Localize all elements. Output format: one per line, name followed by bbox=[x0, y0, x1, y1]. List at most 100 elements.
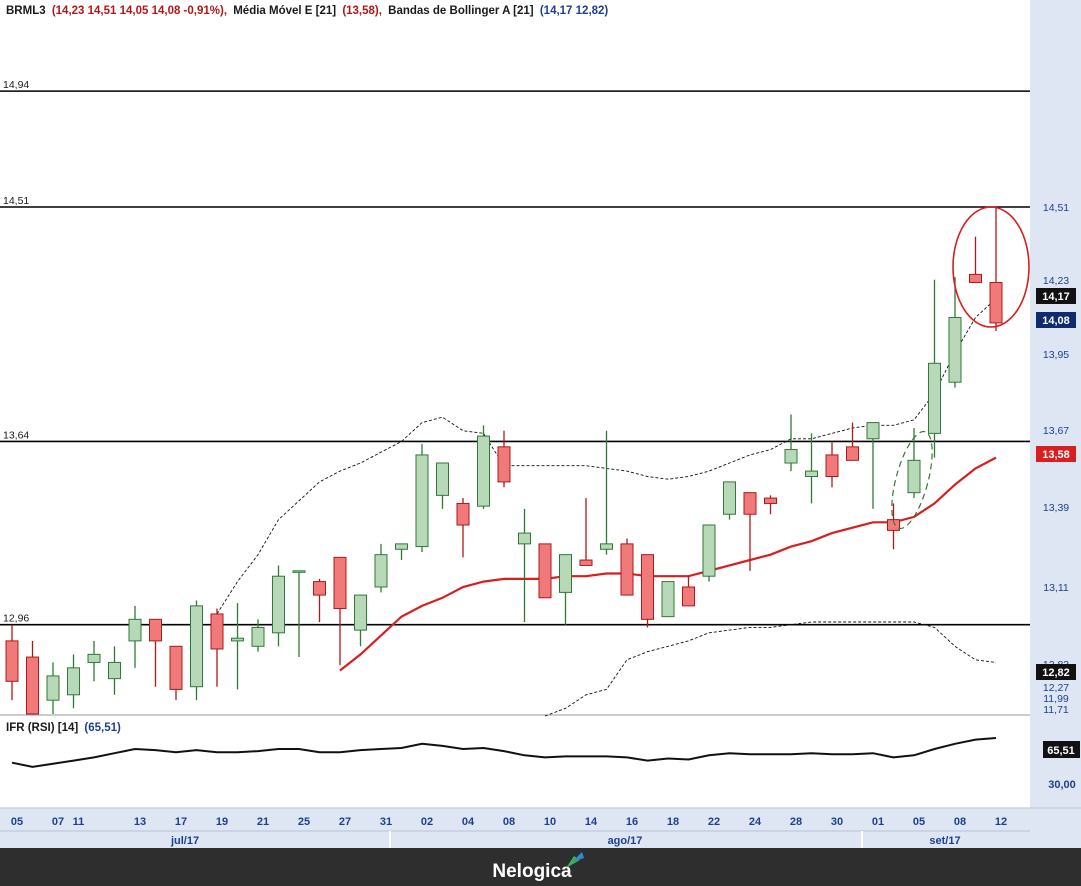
time-tick-label: 19 bbox=[216, 816, 228, 828]
candle bbox=[620, 538, 634, 596]
candle-body bbox=[190, 605, 203, 688]
candle-body bbox=[374, 554, 388, 588]
candle-body bbox=[354, 594, 367, 631]
month-label: set/17 bbox=[929, 835, 960, 847]
candle bbox=[661, 581, 675, 618]
candle-body bbox=[26, 656, 39, 715]
footer-bar bbox=[0, 848, 1081, 886]
candle bbox=[149, 618, 162, 687]
candle-body bbox=[948, 316, 962, 383]
candle-body bbox=[702, 524, 716, 577]
candle-body bbox=[497, 446, 511, 483]
horizontal-lines-layer: 14,94 14,51 13,64 12,96 bbox=[0, 79, 1030, 626]
candle bbox=[784, 414, 798, 472]
rsi-legend-value: (65,51) bbox=[84, 722, 121, 734]
time-tick-label: 25 bbox=[298, 816, 310, 828]
nelogica-logo-icon bbox=[566, 852, 584, 868]
candle-body bbox=[333, 556, 347, 610]
time-axis-background bbox=[0, 808, 1081, 848]
candle bbox=[969, 236, 982, 283]
candle-body bbox=[169, 645, 183, 690]
candle bbox=[764, 495, 777, 515]
last-value-badge: 14,17 bbox=[1036, 288, 1076, 304]
candle bbox=[477, 425, 490, 509]
candle-body bbox=[395, 543, 408, 550]
horizontal-line-label: 12,96 bbox=[3, 613, 29, 625]
candle bbox=[948, 277, 962, 388]
candle-body bbox=[682, 586, 695, 607]
month-label: jul/17 bbox=[170, 835, 199, 847]
price-tick-label: 13,11 bbox=[1043, 582, 1069, 594]
price-tick-label: 14,23 bbox=[1043, 275, 1069, 287]
last-value-badges: 14,17 14,08 13,58 12,82 bbox=[1036, 288, 1076, 680]
candle-body bbox=[292, 570, 306, 573]
time-tick-label: 14 bbox=[585, 816, 598, 828]
rsi-line bbox=[11, 737, 997, 768]
candle-body bbox=[764, 497, 777, 504]
candle-body bbox=[5, 640, 19, 682]
time-tick-label: 22 bbox=[708, 816, 720, 828]
candle bbox=[26, 640, 39, 715]
time-tick-label: 24 bbox=[749, 816, 762, 828]
candle bbox=[190, 600, 203, 701]
candle-body bbox=[210, 613, 224, 650]
candle-body bbox=[456, 502, 470, 526]
time-tick-label: 28 bbox=[790, 816, 802, 828]
bb-legend-label: Bandas de Bollinger A [21] bbox=[388, 5, 534, 17]
candle bbox=[333, 556, 347, 666]
candle bbox=[989, 207, 1003, 331]
candle bbox=[702, 524, 716, 582]
candle bbox=[128, 605, 142, 668]
candle-body bbox=[251, 626, 265, 647]
candle bbox=[210, 608, 224, 687]
time-tick-label: 10 bbox=[544, 816, 556, 828]
time-tick-label: 21 bbox=[257, 816, 269, 828]
candle-body bbox=[87, 653, 101, 663]
badge-label: 14,17 bbox=[1042, 291, 1070, 303]
candle-body bbox=[784, 449, 798, 464]
candle-body bbox=[149, 618, 162, 642]
candle bbox=[518, 508, 531, 623]
candle bbox=[251, 619, 265, 652]
candle bbox=[825, 441, 839, 488]
time-tick-label: 07 bbox=[52, 816, 64, 828]
ema-line bbox=[339, 456, 997, 672]
candle bbox=[928, 279, 941, 458]
rsi-layer bbox=[11, 737, 997, 768]
candle bbox=[292, 570, 306, 658]
badge-bg bbox=[1036, 446, 1076, 462]
rsi-badge-bg bbox=[1043, 741, 1080, 758]
time-tick-label: 13 bbox=[134, 816, 146, 828]
ema-legend-values: (13,58), bbox=[342, 5, 382, 17]
candle bbox=[600, 430, 613, 555]
candle bbox=[436, 462, 449, 509]
highlight-ellipse-green-dashed bbox=[891, 430, 933, 530]
candle bbox=[846, 422, 859, 461]
candle-body bbox=[128, 618, 142, 642]
last-value-badge: 14,08 bbox=[1036, 312, 1076, 328]
time-tick-label: 05 bbox=[913, 816, 925, 828]
price-tick-label: 13,67 bbox=[1043, 425, 1069, 437]
candle bbox=[5, 624, 19, 701]
candle bbox=[354, 594, 367, 647]
candle-body bbox=[887, 519, 900, 531]
candle-body bbox=[415, 454, 429, 548]
candle-body bbox=[641, 554, 654, 620]
candle bbox=[866, 422, 880, 509]
candle bbox=[641, 554, 654, 628]
candle bbox=[415, 444, 429, 552]
bollinger-lower-band bbox=[544, 621, 997, 717]
rsi-header: IFR (RSI) [14] (65,51) bbox=[6, 722, 121, 734]
ticker-symbol: BRML3 bbox=[6, 5, 46, 17]
candle bbox=[907, 427, 921, 499]
candle bbox=[887, 503, 900, 550]
candle bbox=[743, 492, 757, 571]
horizontal-line-label: 14,94 bbox=[3, 79, 29, 91]
horizontal-line-label: 14,51 bbox=[3, 195, 29, 207]
time-axis-ticks: 05 07 11 13 17 19 21 25 27 31 02 04 08 10 14 16 18 22 24 28… bbox=[0, 816, 1030, 832]
candle-body bbox=[538, 543, 552, 599]
candle bbox=[231, 603, 244, 690]
candle-body bbox=[477, 435, 490, 507]
candle bbox=[87, 640, 101, 682]
candle-body bbox=[969, 273, 982, 283]
